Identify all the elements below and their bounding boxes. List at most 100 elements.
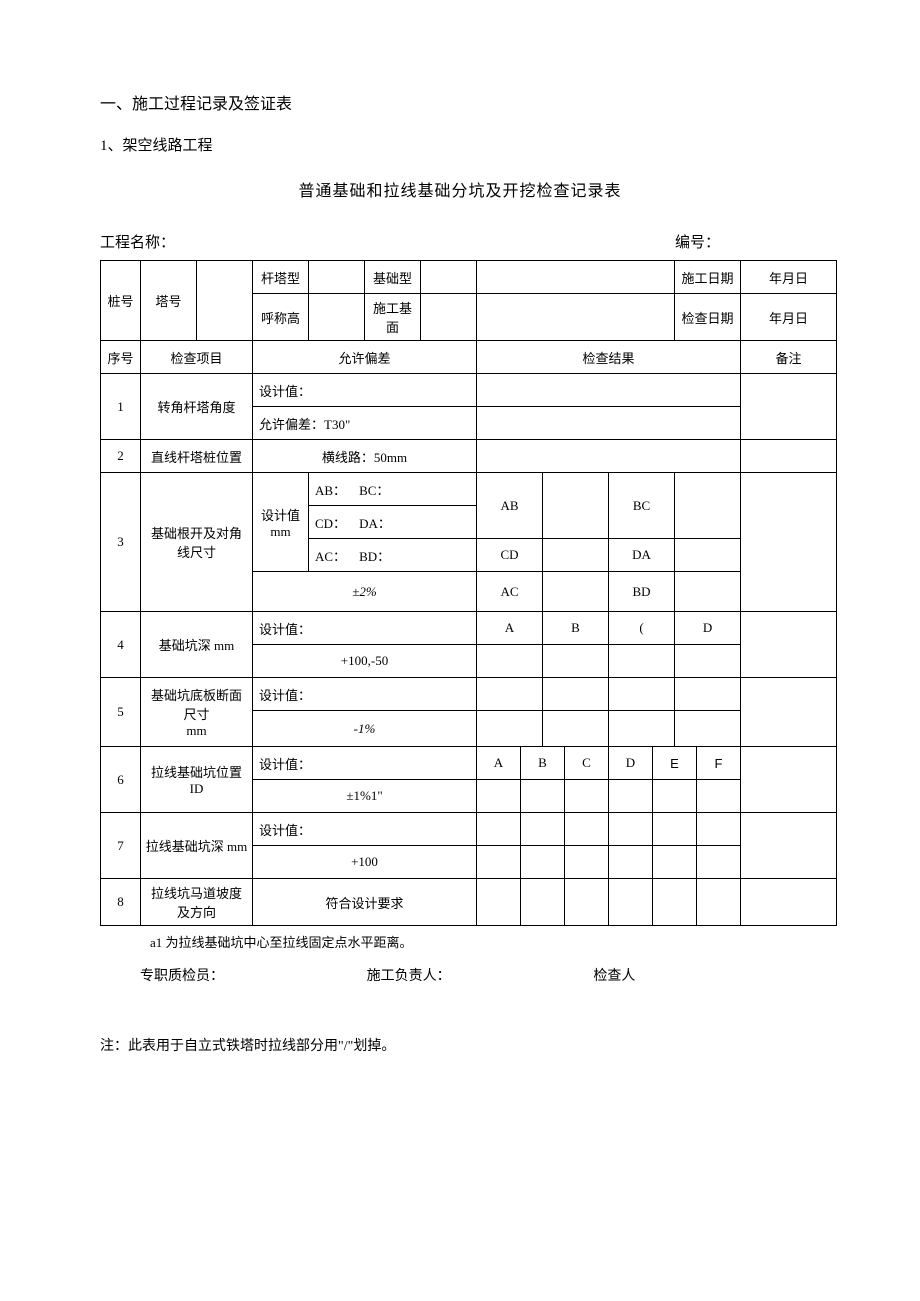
- tolerance-value: 符合设计要求: [253, 879, 477, 926]
- ab-label: AB：: [315, 483, 346, 498]
- result-cell: [675, 572, 741, 612]
- row-no: 2: [101, 440, 141, 473]
- result-cell: [609, 879, 653, 926]
- result-cell: [697, 846, 741, 879]
- remark-cell: [741, 612, 837, 678]
- result-label: BD: [609, 572, 675, 612]
- tolerance-value: +100,-50: [253, 645, 477, 678]
- blank: [197, 261, 253, 341]
- cd-label: CD：: [315, 516, 346, 531]
- table-row: 7 拉线基础坑深 mm 设计值：: [101, 813, 837, 846]
- remark-cell: [741, 473, 837, 612]
- result-cell: [609, 846, 653, 879]
- blank: [421, 261, 477, 294]
- inspection-item: 转角杆塔角度: [141, 374, 253, 440]
- tolerance-value: ±1%1": [253, 780, 477, 813]
- base-face-label: 施工基面: [365, 294, 421, 341]
- design-value: 设计值：: [253, 813, 477, 846]
- result-cell: [653, 846, 697, 879]
- result-label: C: [565, 747, 609, 780]
- result-cell: [675, 645, 741, 678]
- result-cell: [477, 678, 543, 711]
- result-cell: [609, 711, 675, 747]
- design-value: 设计值：: [253, 678, 477, 711]
- seq-header: 序号: [101, 341, 141, 374]
- dim-pair: CD： DA：: [309, 506, 477, 539]
- row-no: 5: [101, 678, 141, 747]
- result-cell: [477, 374, 741, 407]
- result-cell: [675, 678, 741, 711]
- design-label: 设计值mm: [253, 473, 309, 572]
- nominal-h-label: 呼称高: [253, 294, 309, 341]
- remark-cell: [741, 678, 837, 747]
- result-label: A: [477, 747, 521, 780]
- inspection-item: 基础根开及对角线尺寸: [141, 473, 253, 612]
- result-cell: [477, 711, 543, 747]
- result-cell: [477, 846, 521, 879]
- table-row: 6 拉线基础坑位置 ID 设计值： A B C D E F: [101, 747, 837, 780]
- bd-label: BD：: [359, 549, 390, 564]
- result-cell: [543, 711, 609, 747]
- tolerance-header: 允许偏差: [253, 341, 477, 374]
- inspection-item: 拉线坑马道坡度及方向: [141, 879, 253, 926]
- table-row: 桩号 塔号 杆塔型 基础型 施工日期 年月日: [101, 261, 837, 294]
- section-heading-2: 1、架空线路工程: [100, 134, 820, 155]
- foundation-type-label: 基础型: [365, 261, 421, 294]
- code-label: 编号：: [675, 231, 820, 252]
- table-row: 1 转角杆塔角度 设计值：: [101, 374, 837, 407]
- row-no: 8: [101, 879, 141, 926]
- result-cell: [521, 813, 565, 846]
- qc-signer: 专职质检员：: [140, 965, 367, 985]
- inspection-item: 基础坑深 mm: [141, 612, 253, 678]
- row-no: 1: [101, 374, 141, 440]
- result-cell: [565, 846, 609, 879]
- result-label: CD: [477, 539, 543, 572]
- table-row: 8 拉线坑马道坡度及方向 符合设计要求: [101, 879, 837, 926]
- ac-label: AC：: [315, 549, 346, 564]
- item-header: 检查项目: [141, 341, 253, 374]
- row-no: 7: [101, 813, 141, 879]
- signers-row: 专职质检员： 施工负责人： 检查人: [100, 965, 820, 985]
- manager-signer: 施工负责人：: [367, 965, 594, 985]
- result-label: A: [477, 612, 543, 645]
- result-cell: [653, 813, 697, 846]
- result-cell: [543, 539, 609, 572]
- result-cell: [653, 879, 697, 926]
- remark-cell: [741, 879, 837, 926]
- checker-signer: 检查人: [593, 965, 820, 985]
- result-cell: [521, 879, 565, 926]
- form-title: 普通基础和拉线基础分坑及开挖检查记录表: [100, 177, 820, 201]
- remark-cell: [741, 747, 837, 813]
- result-cell: [477, 780, 521, 813]
- result-cell: [653, 780, 697, 813]
- check-date-label: 检查日期: [675, 294, 741, 341]
- result-label: BC: [609, 473, 675, 539]
- blank: [309, 261, 365, 294]
- table-row: 序号 检查项目 允许偏差 检查结果 备注: [101, 341, 837, 374]
- result-label: AC: [477, 572, 543, 612]
- result-label: (: [609, 612, 675, 645]
- project-label: 工程名称：: [100, 231, 175, 252]
- result-cell: [609, 678, 675, 711]
- tower-no-label: 塔号: [141, 261, 197, 341]
- dim-pair: AB： BC：: [309, 473, 477, 506]
- result-cell: [477, 879, 521, 926]
- inspection-item: 基础坑底板断面尺寸 mm: [141, 678, 253, 747]
- design-value: 设计值：: [253, 374, 477, 407]
- result-cell: [477, 645, 543, 678]
- tolerance-value: +100: [253, 846, 477, 879]
- row-no: 4: [101, 612, 141, 678]
- table-row: 4 基础坑深 mm 设计值： A B ( D: [101, 612, 837, 645]
- result-cell: [477, 813, 521, 846]
- result-cell: [543, 572, 609, 612]
- result-label: D: [609, 747, 653, 780]
- result-label: B: [543, 612, 609, 645]
- pile-no-label: 桩号: [101, 261, 141, 341]
- ymd: 年月日: [741, 294, 837, 341]
- section-heading-1: 一、施工过程记录及签证表: [100, 90, 820, 114]
- result-cell: [565, 879, 609, 926]
- bc-label: BC：: [359, 483, 389, 498]
- result-cell: [543, 678, 609, 711]
- tolerance-value: 横线路：50mm: [253, 440, 477, 473]
- row-no: 6: [101, 747, 141, 813]
